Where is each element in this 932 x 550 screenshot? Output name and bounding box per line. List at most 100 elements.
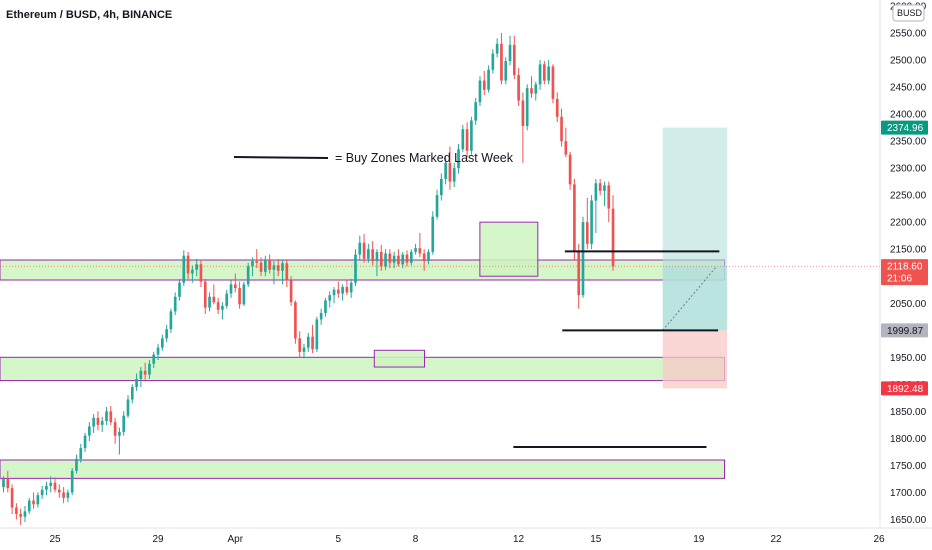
candle-body [440,178,443,196]
candle-body [118,431,121,436]
candle-body [414,248,417,252]
candle-body [427,251,430,262]
candle-body [19,514,23,517]
candle-body [354,254,357,283]
candle-body [607,185,611,209]
candle-body [173,296,177,312]
candle-body [594,183,598,201]
candle-body [233,284,237,289]
candle-body [182,255,186,283]
candle-body [294,302,297,339]
candle-body [242,284,246,305]
loss-zone [662,330,728,389]
candle-body [487,69,490,90]
candle-body [358,242,362,255]
y-tick-label: 1700.00 [890,488,927,499]
x-tick-label: 22 [770,534,782,545]
candle-body [538,64,542,85]
candle-body [212,296,216,303]
buy-zone [0,356,725,382]
candle-body [92,417,95,427]
candle-body [551,66,555,99]
candle-body [32,500,35,505]
candle-body [246,266,250,285]
candle-body [100,421,104,425]
candle-body [57,489,61,493]
candle-body [555,98,559,117]
candle-body [285,263,289,281]
candle-body [53,482,57,490]
candle-body [452,168,456,182]
x-tick-label: 8 [413,534,419,545]
candle-body [315,319,319,350]
candle-body [375,251,379,262]
candle-body [379,251,383,267]
time-axis[interactable]: 25 29 Apr 5 8 12 15 19 22 26 [0,527,932,545]
candle-body [306,336,310,348]
candle-body [255,261,259,263]
candle-body [302,347,306,352]
candle-body [444,162,447,179]
entry-price-tag: 1999.87 [881,323,928,338]
candle-body [259,262,263,272]
x-tick-label: 25 [49,534,61,545]
candle-body [367,249,370,259]
buy-zone [373,349,426,368]
candle-body [336,289,340,294]
candle-body [122,415,126,432]
candle-body [216,302,220,310]
y-tick-label: 2200.00 [890,218,927,229]
candle-body [384,253,387,267]
candle-body [504,61,508,81]
y-tick-label: 1950.00 [890,353,927,364]
candle-body [474,102,478,121]
candle-body [448,162,452,182]
candle-body [457,149,460,169]
candle-body [203,281,207,308]
candle-body [573,184,576,252]
candle-body [461,129,465,150]
candle-body [530,88,533,94]
currency-badge[interactable]: BUSD [892,4,925,22]
buy-zone [479,221,539,277]
candle-body [422,253,426,262]
candle-body [139,370,143,379]
candle-body [225,293,229,306]
candle-body [324,300,327,313]
candle-body [341,287,344,294]
open-profit-zone [662,266,728,331]
candle-body [345,287,349,293]
candle-body [525,88,529,126]
x-tick-label: 12 [513,534,525,545]
candle-body [83,435,87,449]
long-position-tool[interactable] [662,127,728,389]
candle-body [328,295,332,301]
stop-price-tag-bg [881,381,928,396]
candle-body [143,370,147,375]
candle-body [6,478,10,489]
candle-body [156,347,160,355]
legend-line-sample [233,156,329,159]
candle-body [152,354,156,364]
current-price-tag-bg [881,259,928,286]
buy-zone [0,459,725,479]
y-tick-label: 2400.00 [890,110,927,121]
candle-body [148,363,151,375]
candle-body [611,208,615,267]
candle-body [431,216,435,252]
candle-body [105,411,108,422]
candle-body [603,185,606,191]
x-tick-label: 19 [693,534,705,545]
candle-body [238,288,241,305]
current-price-tag-text: 2118.60 [887,262,923,273]
y-tick-label: 2150.00 [890,245,927,256]
candle-body [178,282,181,297]
candle-body [401,254,405,265]
candle-body [15,507,18,515]
candle-body [281,263,284,271]
svg-text:BUSD: BUSD [897,8,923,18]
candle-body [560,116,563,142]
candle-body [521,100,525,126]
